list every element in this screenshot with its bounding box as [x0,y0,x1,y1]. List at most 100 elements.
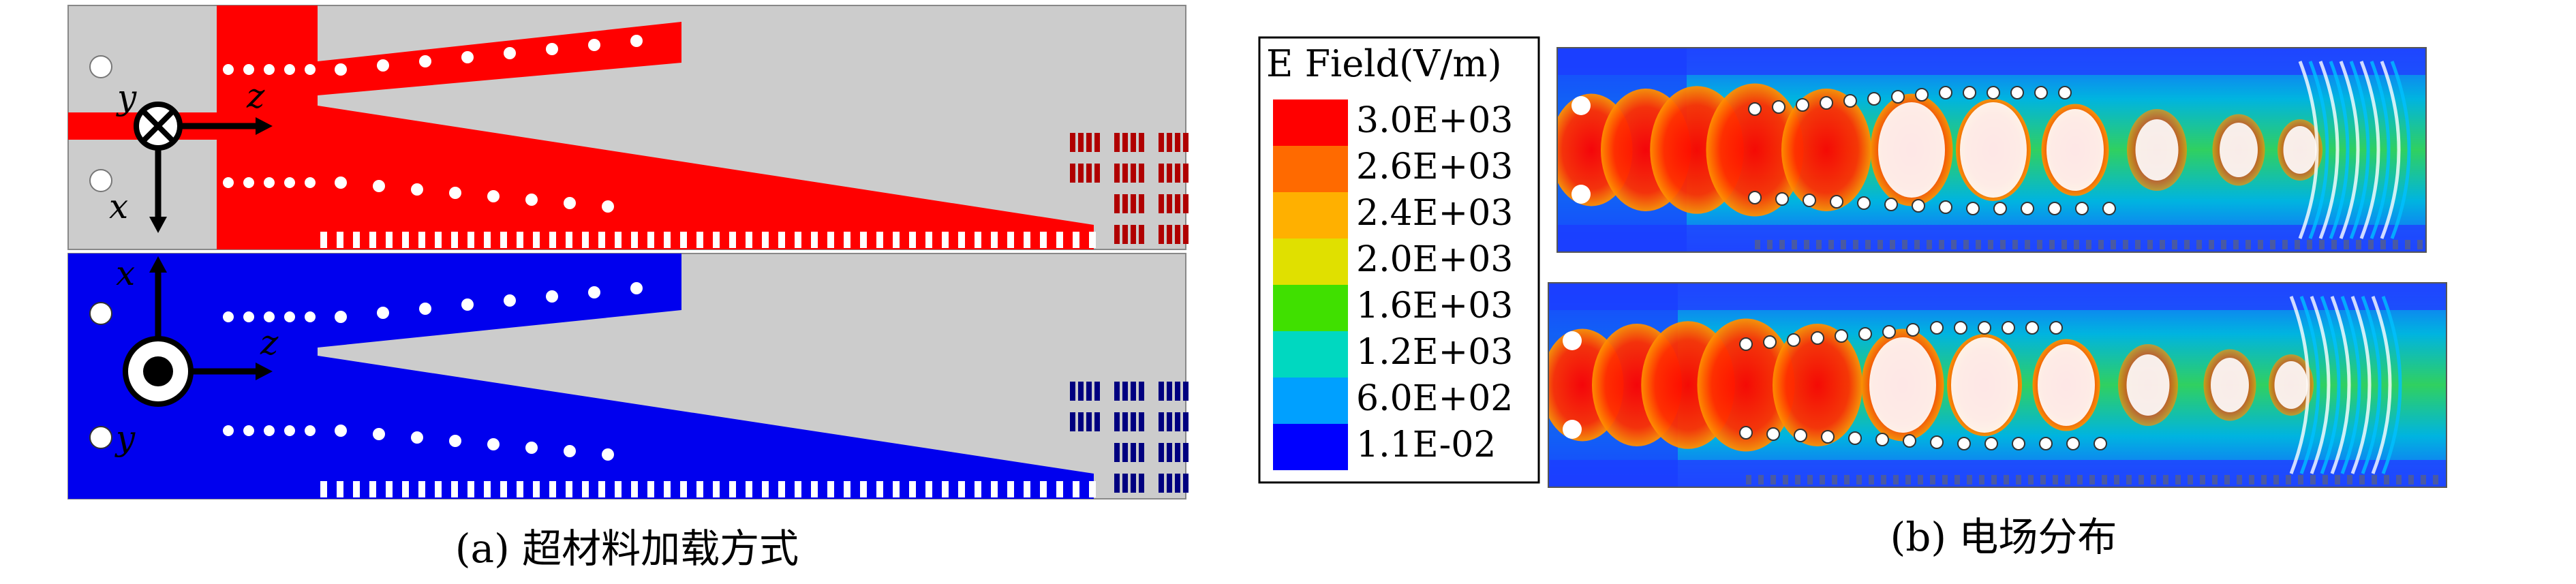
via-hole [564,445,576,457]
axis-label-y: y [114,418,136,458]
via-hole [602,448,614,461]
comb-slot [1007,232,1014,248]
via-hole [373,180,385,192]
metamaterial-unit [1159,443,1164,462]
metamaterial-unit [1094,412,1100,431]
comb-slot [1040,232,1047,248]
metamaterial-unit [1070,164,1075,183]
metamaterial-unit [1131,194,1136,213]
field-map-bottom-frame [1548,282,2447,488]
via-hole [305,425,316,436]
caption-a: (a) 超材料加载方式 [455,525,799,572]
via-hole [335,311,347,323]
metamaterial-unit [1139,474,1144,493]
metamaterial-unit [1183,443,1189,462]
comb-slot [369,481,376,497]
comb-slot [729,232,736,248]
metamaterial-unit [1139,443,1144,462]
metamaterial-unit [1183,382,1189,401]
comb-slot [500,481,507,497]
comb-slot [1089,481,1096,497]
comb-slot [418,232,425,248]
via-hole [305,311,316,322]
metamaterial-unit [1167,164,1172,183]
metamaterial-unit [1114,225,1120,244]
comb-slot [713,481,720,497]
comb-slot [353,481,360,497]
via-hole [461,298,474,311]
metamaterial-unit [1167,225,1172,244]
comb-slot [582,232,589,248]
metamaterial-unit [1086,382,1092,401]
legend-label: 1.2E+03 [1356,332,1513,373]
via-hole [487,190,500,202]
device-bottom: x z y [67,253,1189,500]
comb-slot [664,232,671,248]
metamaterial-unit [1122,164,1128,183]
via-hole [449,435,461,447]
metamaterial-unit [1070,382,1075,401]
metamaterial-unit [1131,382,1136,401]
metamaterial-unit [1122,474,1128,493]
comb-slot [696,232,703,248]
metamaterial-unit [1139,164,1144,183]
legend-label: 2.6E+03 [1356,147,1513,187]
comb-slot [795,232,801,248]
comb-slot [1073,232,1079,248]
via-hole [243,311,254,322]
comb-slot [533,481,540,497]
port-hole [89,55,112,78]
comb-slot [631,481,638,497]
comb-slot [615,481,622,497]
comb-slot [664,481,671,497]
metamaterial-unit [1159,382,1164,401]
legend-label: 2.0E+03 [1356,239,1513,280]
metamaterial-unit [1175,382,1180,401]
comb-slot [795,481,801,497]
comb-slot [909,232,916,248]
comb-slot [549,481,556,497]
port-hole [89,169,112,192]
metamaterial-unit [1131,225,1136,244]
comb-slot [1056,481,1063,497]
comb-slot [762,481,769,497]
metamaterial-unit [1131,474,1136,493]
comb-slot [631,232,638,248]
via-hole [223,177,234,188]
caption-b: (b) 电场分布 [1890,514,2117,560]
comb-slot [975,481,981,497]
axis-label-x: x [116,253,135,293]
via-hole [449,187,461,199]
legend-swatch [1273,378,1348,424]
axes-bottom: x z y [114,253,279,458]
comb-slot [696,481,703,497]
metamaterial-unit [1122,194,1128,213]
comb-slot [827,481,834,497]
legend-swatch [1273,331,1348,378]
via-hole [284,311,295,322]
comb-slot [811,232,818,248]
metamaterial-unit [1139,382,1144,401]
legend-label: 1.6E+03 [1356,286,1513,326]
legend-label: 3.0E+03 [1356,100,1513,141]
comb-slot [320,232,327,248]
metamaterial-unit [1183,164,1189,183]
metamaterial-unit [1175,412,1180,431]
comb-slot [500,232,507,248]
comb-slot [713,232,720,248]
comb-slot [844,481,850,497]
comb-slot [402,481,409,497]
metamaterial-unit [1131,164,1136,183]
via-hole [264,425,275,436]
metamaterial-unit [1122,133,1128,152]
metamaterial-unit [1094,382,1100,401]
metamaterial-unit [1139,225,1144,244]
metamaterial-unit [1139,412,1144,431]
comb-slot [827,232,834,248]
via-hole [630,35,643,47]
comb-slot [402,232,409,248]
metamaterial-unit [1114,164,1120,183]
metamaterial-unit [1167,474,1172,493]
axis-label-y: y [116,78,137,117]
metamaterial-unit [1183,412,1189,431]
